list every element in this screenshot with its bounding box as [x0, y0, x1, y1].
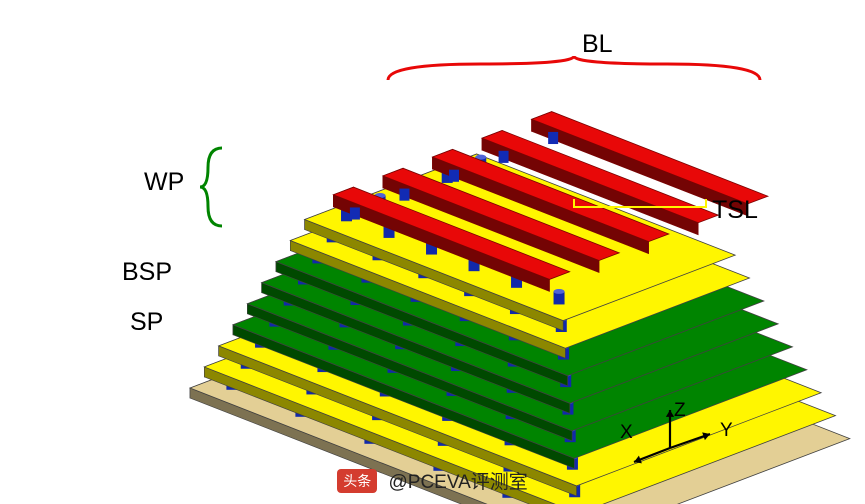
label-sp: SP — [130, 308, 163, 337]
label-bsp: BSP — [122, 258, 172, 287]
footer-text: @PCEVA评测室 — [388, 472, 527, 493]
label-bl: BL — [582, 30, 613, 59]
label-tsl: TSL — [712, 196, 758, 225]
label-wp: WP — [144, 168, 184, 197]
footer-icon: 头条 — [337, 469, 377, 493]
diagram-canvas: BL WP TSL BSP SP X Y Z 头条 @PCEVA评测室 — [0, 0, 865, 504]
layer-stack-svg — [0, 0, 865, 504]
axis-label-y: Y — [720, 420, 733, 442]
axis-label-z: Z — [674, 400, 686, 422]
axis-label-x: X — [620, 422, 633, 444]
attribution-footer: 头条 @PCEVA评测室 — [0, 467, 865, 494]
